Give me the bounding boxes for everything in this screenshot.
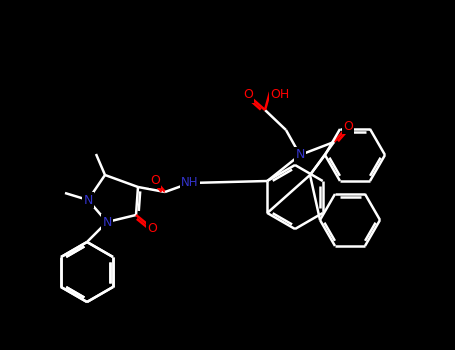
Text: O: O [147,222,157,235]
Text: O: O [343,119,353,133]
Text: N: N [295,148,305,161]
Text: O: O [243,89,253,101]
Text: N: N [83,194,93,206]
Text: NH: NH [181,176,199,189]
Text: N: N [102,216,111,229]
Text: O: O [150,174,160,187]
Text: OH: OH [270,89,289,101]
